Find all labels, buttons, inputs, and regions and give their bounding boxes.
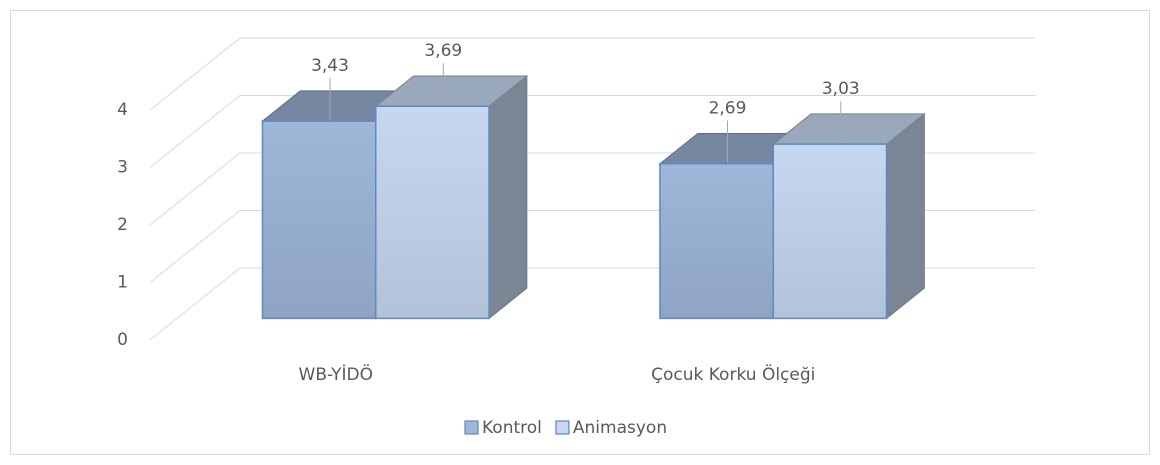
bar-front xyxy=(261,120,377,320)
chart-border xyxy=(10,10,1150,455)
y-tick-label: 0 xyxy=(117,330,128,350)
data-label: 3,03 xyxy=(822,79,860,99)
bar-side xyxy=(488,74,528,320)
grid-line xyxy=(149,37,1035,111)
bar-front xyxy=(772,143,888,320)
y-tick-label: 4 xyxy=(117,100,128,120)
legend-swatch xyxy=(464,420,479,435)
x-tick-label: Çocuk Korku Ölçeği xyxy=(651,363,815,385)
data-label: 3,69 xyxy=(424,41,462,61)
x-tick-label: WB-YİDÖ xyxy=(299,363,373,385)
bar xyxy=(771,112,926,320)
legend-label: Animasyon xyxy=(573,418,667,438)
legend-swatch xyxy=(555,420,570,435)
bar-front xyxy=(659,162,774,320)
bar xyxy=(374,74,529,320)
grid-line xyxy=(149,95,1035,168)
data-label: 2,69 xyxy=(709,99,747,119)
y-tick-label: 3 xyxy=(117,158,128,178)
bar-side xyxy=(886,112,925,320)
y-tick-label: 1 xyxy=(117,273,128,293)
bar-front xyxy=(375,105,490,320)
legend-label: Kontrol xyxy=(482,418,542,438)
data-label: 3,43 xyxy=(311,56,349,76)
y-tick-label: 2 xyxy=(117,215,128,235)
